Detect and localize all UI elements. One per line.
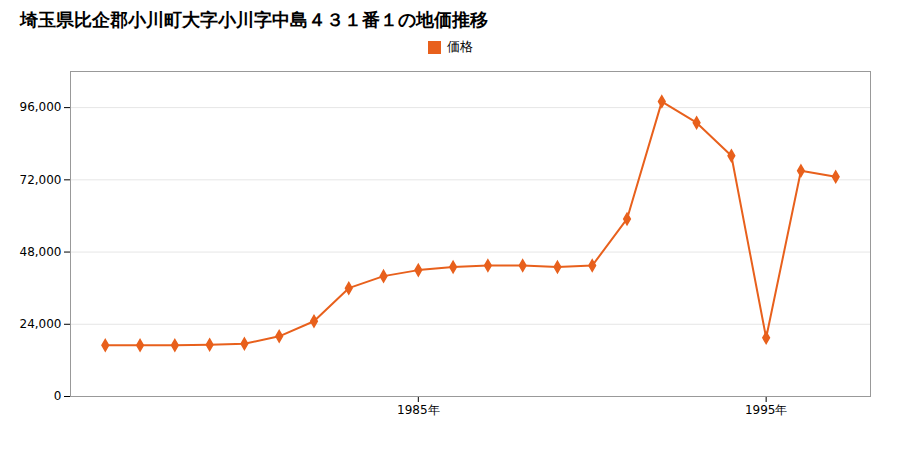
svg-text:0: 0	[54, 389, 62, 403]
svg-text:1995年: 1995年	[745, 403, 788, 417]
svg-text:72,000: 72,000	[20, 173, 62, 187]
svg-text:48,000: 48,000	[20, 245, 62, 259]
svg-text:1985年: 1985年	[397, 403, 440, 417]
html-text:価格: 価格	[446, 39, 473, 54]
html-text:埼玉県比企郡小川町大字小川字中島４３１番１の地価推移: 埼玉県比企郡小川町大字小川字中島４３１番１の地価推移	[20, 9, 488, 30]
svg-text:24,000: 24,000	[20, 317, 62, 331]
svg-text:96,000: 96,000	[20, 100, 62, 114]
